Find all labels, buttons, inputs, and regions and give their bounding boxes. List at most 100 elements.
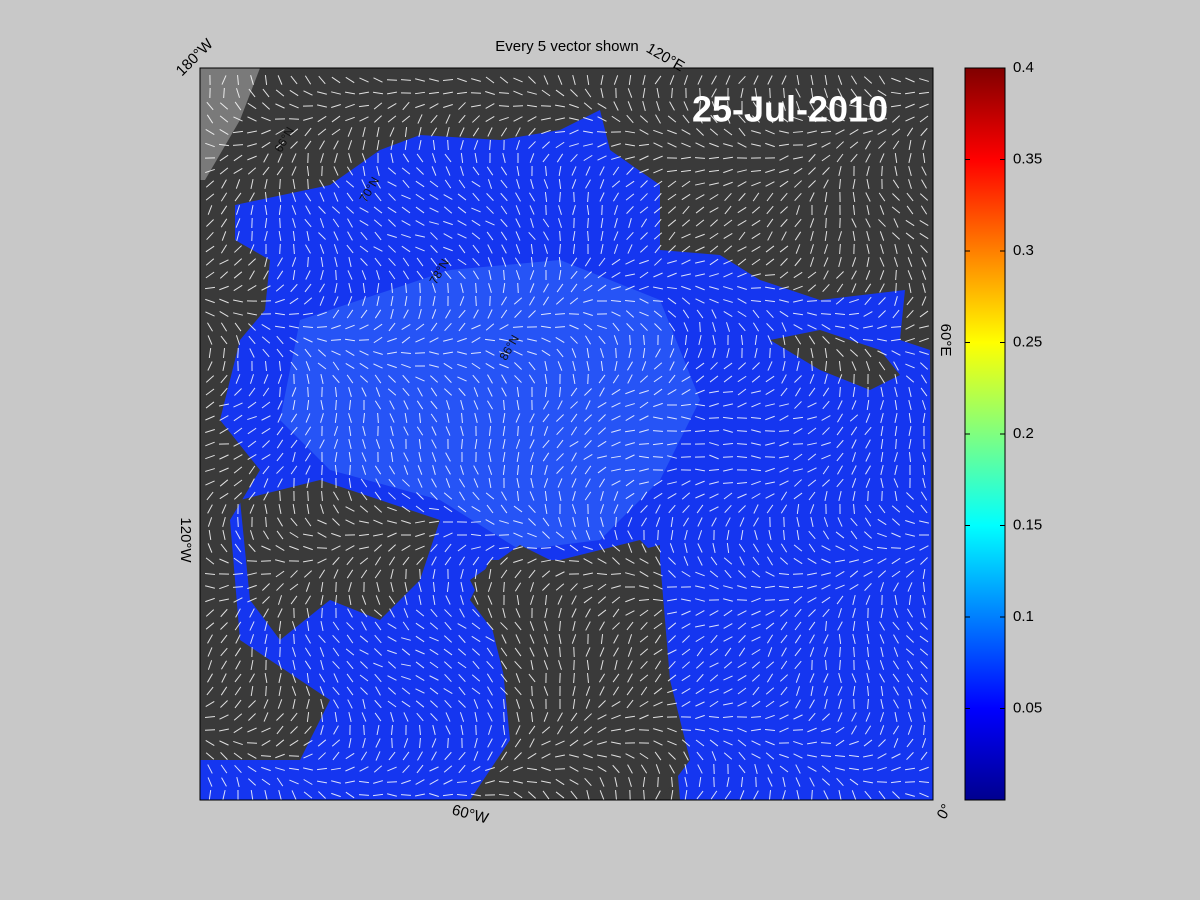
drift-vector [920, 205, 928, 215]
drift-vector [572, 230, 576, 242]
drift-vector [571, 530, 577, 540]
drift-vector [656, 101, 660, 111]
drift-vector [768, 530, 772, 540]
drift-vector [331, 780, 341, 784]
drift-vector [738, 543, 746, 553]
drift-vector [345, 362, 355, 370]
drift-vector [544, 503, 548, 515]
drift-vector [600, 360, 604, 372]
drift-vector [905, 77, 915, 83]
drift-vector [765, 129, 775, 135]
drift-vector [334, 386, 338, 398]
drift-vector [531, 685, 533, 697]
drift-vector [611, 402, 621, 408]
drift-vector [361, 452, 367, 462]
drift-vector [877, 89, 887, 97]
drift-vector [778, 598, 790, 602]
drift-vector [893, 738, 899, 748]
drift-vector [751, 674, 761, 682]
drift-vector [597, 596, 607, 604]
drift-vector [349, 464, 351, 476]
drift-vector [402, 257, 410, 267]
drift-vector [360, 687, 368, 695]
drift-vector [233, 284, 243, 292]
drift-vector [865, 439, 871, 449]
drift-vector [528, 518, 536, 526]
drift-vector [878, 192, 886, 202]
drift-vector [751, 610, 761, 616]
drift-vector [555, 297, 565, 305]
drift-vector [779, 299, 789, 303]
drift-vector [359, 557, 369, 565]
drift-vector [247, 597, 257, 603]
drift-vector [726, 776, 730, 788]
drift-vector [793, 596, 803, 604]
drift-vector [571, 166, 577, 176]
drift-vector [541, 337, 551, 343]
drift-vector [248, 387, 256, 397]
drift-vector [864, 725, 872, 735]
drift-vector [515, 699, 521, 709]
drift-vector [291, 673, 297, 683]
drift-vector [864, 790, 872, 800]
drift-vector [765, 389, 775, 395]
drift-vector [222, 530, 226, 540]
drift-vector [358, 780, 370, 784]
drift-vector [502, 153, 506, 163]
drift-vector [279, 243, 281, 255]
drift-vector [415, 376, 425, 382]
drift-vector [233, 312, 243, 316]
drift-vector [696, 309, 704, 319]
drift-vector [681, 598, 691, 602]
drift-vector [545, 165, 547, 177]
drift-vector [387, 115, 397, 123]
drift-vector [878, 75, 886, 85]
drift-vector [737, 298, 747, 304]
drift-vector [332, 504, 340, 514]
drift-vector [558, 660, 562, 670]
drift-vector [597, 609, 607, 617]
drift-vector [219, 271, 229, 279]
drift-vector [320, 699, 324, 709]
drift-vector [320, 725, 324, 735]
drift-vector [919, 337, 929, 343]
drift-vector [880, 451, 884, 463]
drift-vector [247, 753, 257, 759]
drift-vector [779, 271, 789, 279]
drift-vector [443, 233, 453, 239]
drift-vector [794, 621, 802, 631]
drift-vector [401, 220, 411, 226]
drift-vector [375, 478, 381, 488]
drift-vector [233, 299, 243, 303]
drift-vector [264, 634, 268, 644]
drift-vector [487, 751, 493, 761]
drift-vector [373, 77, 383, 83]
drift-vector [583, 726, 593, 734]
drift-vector [374, 712, 382, 722]
drift-vector [373, 206, 383, 214]
novaya-zemlya [770, 330, 900, 390]
drift-vector [557, 478, 563, 488]
drift-vector [793, 557, 803, 565]
drift-vector [905, 363, 915, 369]
drift-vector [793, 428, 803, 434]
drift-vector [653, 388, 663, 396]
drift-vector [233, 271, 243, 279]
drift-vector [908, 387, 912, 397]
drift-vector [655, 348, 661, 358]
drift-vector [585, 647, 591, 657]
drift-vector [628, 348, 632, 358]
drift-vector [794, 479, 802, 487]
drift-vector [823, 88, 829, 98]
drift-vector [852, 386, 856, 398]
drift-vector [514, 257, 522, 267]
drift-vector [529, 634, 535, 644]
drift-vector [247, 765, 257, 773]
drift-vector [558, 165, 562, 177]
drift-vector [358, 91, 370, 95]
drift-vector [570, 89, 578, 97]
drift-vector [391, 737, 393, 749]
drift-vector [278, 503, 282, 515]
drift-vector [739, 790, 745, 800]
drift-vector [796, 361, 800, 371]
